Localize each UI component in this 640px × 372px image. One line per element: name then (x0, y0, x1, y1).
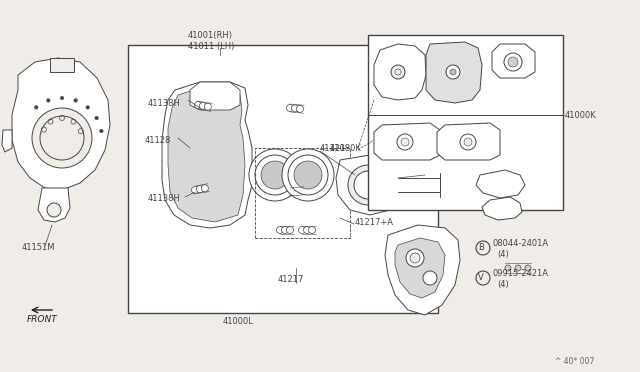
Text: 08044-2401A: 08044-2401A (493, 238, 549, 247)
Bar (255, 148, 350, 238)
Circle shape (303, 227, 310, 234)
Bar (368, 35, 563, 210)
Text: 41000L: 41000L (223, 317, 253, 327)
Circle shape (249, 149, 301, 201)
Circle shape (202, 185, 209, 192)
Text: 41121: 41121 (320, 144, 346, 153)
Circle shape (261, 161, 289, 189)
Text: 09915-2421A: 09915-2421A (493, 269, 549, 278)
Polygon shape (437, 123, 500, 160)
Circle shape (204, 103, 211, 110)
Circle shape (35, 106, 38, 109)
Circle shape (47, 203, 61, 217)
Circle shape (291, 105, 298, 112)
Polygon shape (190, 82, 240, 110)
Text: 41080K: 41080K (330, 144, 362, 153)
Circle shape (406, 249, 424, 267)
Circle shape (446, 65, 460, 79)
Polygon shape (385, 225, 460, 315)
Circle shape (196, 186, 204, 193)
Circle shape (60, 115, 65, 121)
Circle shape (191, 186, 198, 193)
Circle shape (525, 265, 531, 271)
Polygon shape (336, 155, 398, 215)
Circle shape (282, 149, 334, 201)
Circle shape (412, 182, 418, 188)
Circle shape (78, 129, 83, 134)
Circle shape (423, 271, 437, 285)
Text: (4): (4) (497, 279, 509, 289)
Circle shape (505, 265, 511, 271)
Circle shape (74, 99, 77, 102)
Circle shape (354, 171, 382, 199)
Bar (128, 45, 438, 313)
Polygon shape (2, 130, 12, 152)
Circle shape (348, 165, 388, 205)
Circle shape (508, 57, 518, 67)
Circle shape (287, 105, 294, 112)
Circle shape (100, 129, 103, 133)
Polygon shape (426, 42, 482, 103)
Polygon shape (476, 170, 525, 198)
Polygon shape (374, 44, 426, 100)
Polygon shape (374, 123, 440, 160)
Text: 41000K: 41000K (565, 110, 596, 119)
Text: 41217+A: 41217+A (355, 218, 394, 227)
Polygon shape (12, 58, 110, 190)
Circle shape (60, 96, 64, 100)
Circle shape (410, 253, 420, 263)
Circle shape (48, 119, 53, 124)
Text: 41217: 41217 (278, 276, 305, 285)
Text: ^ 40* 007: ^ 40* 007 (555, 357, 595, 366)
Circle shape (409, 179, 421, 191)
Polygon shape (492, 44, 535, 78)
Circle shape (287, 189, 294, 196)
Polygon shape (50, 58, 74, 72)
Polygon shape (168, 88, 245, 222)
Circle shape (86, 106, 90, 109)
Polygon shape (395, 238, 445, 298)
Circle shape (296, 105, 303, 112)
Circle shape (296, 187, 303, 195)
Circle shape (391, 65, 405, 79)
Circle shape (47, 99, 50, 102)
Text: (4): (4) (497, 250, 509, 259)
Circle shape (450, 69, 456, 75)
Circle shape (395, 69, 401, 75)
Circle shape (308, 227, 316, 234)
Circle shape (195, 102, 202, 109)
Text: B: B (478, 244, 484, 253)
Circle shape (464, 138, 472, 146)
Circle shape (282, 227, 289, 234)
Text: 41151M: 41151M (22, 244, 56, 253)
Circle shape (515, 265, 521, 271)
Polygon shape (482, 197, 522, 220)
Text: V: V (478, 273, 484, 282)
Circle shape (401, 138, 409, 146)
Polygon shape (162, 82, 252, 228)
Circle shape (294, 161, 322, 189)
Circle shape (71, 119, 76, 124)
Circle shape (287, 227, 294, 234)
Text: 41011 (LH): 41011 (LH) (188, 42, 234, 51)
Text: FRONT: FRONT (27, 315, 58, 324)
Circle shape (95, 116, 99, 120)
Circle shape (298, 227, 305, 234)
Text: 41138H: 41138H (148, 99, 181, 108)
Text: 41138H: 41138H (148, 193, 181, 202)
Circle shape (200, 102, 207, 109)
Text: 41001(RH): 41001(RH) (188, 31, 233, 39)
Polygon shape (38, 188, 70, 222)
Circle shape (276, 227, 284, 234)
Circle shape (42, 127, 46, 132)
Text: 41128: 41128 (145, 135, 172, 144)
Circle shape (291, 188, 298, 195)
Circle shape (32, 108, 92, 168)
